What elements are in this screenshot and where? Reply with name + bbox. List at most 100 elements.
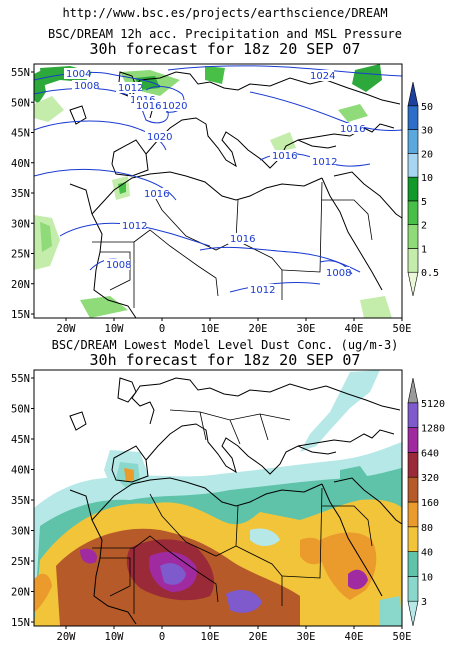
isobar-label: 1020 [162, 101, 187, 112]
colorbar-swatch [407, 248, 419, 273]
colorbar-arrow-swatch [407, 271, 419, 297]
colorbar-level-label: 0.5 [421, 268, 439, 279]
isobar-labels: 1004 1008 1012 1016 1020 1024 1016 1020 … [64, 68, 365, 296]
lat-tick-label: 25N [11, 249, 30, 261]
colorbar-level-label: 10 [421, 173, 433, 184]
lon-tick-label: 30E [297, 631, 316, 643]
lon-tick-label: 10E [201, 631, 220, 643]
lat-tick-label: 45N [11, 128, 30, 140]
isobar-label: 1016 [230, 234, 255, 245]
coastlines-bottom [69, 377, 403, 625]
colorbar-level-label: 5 [421, 197, 427, 208]
isobar-label: 1016 [136, 101, 161, 112]
borders-bottom [92, 409, 373, 614]
lon-axis-bottom: 20W 10W 0 10E 20E 30E 40E 50E [57, 626, 412, 643]
isobar-label: 1004 [66, 69, 91, 80]
lat-tick-label: 40N [11, 465, 30, 477]
colorbar-level-label: 1 [421, 244, 427, 255]
colorbar-level-label: 1280 [421, 424, 445, 435]
isobar-label: 1016 [340, 124, 365, 135]
lat-tick-label: 40N [11, 158, 30, 170]
lon-tick-label: 50E [393, 631, 412, 643]
map-border [33, 63, 403, 319]
lat-tick-label: 30N [11, 526, 30, 538]
colorbar-swatch [407, 129, 419, 154]
isobar-label: 1016 [144, 189, 169, 200]
lat-tick-label: 20N [11, 279, 30, 291]
lon-tick-label: 20W [57, 323, 77, 335]
dust-shading [34, 370, 402, 626]
lat-axis-top: 55N 50N 45N 40N 35N 30N 25N 20N 15N [11, 67, 34, 321]
lat-tick-label: 45N [11, 434, 30, 446]
lat-tick-label: 55N [11, 67, 30, 79]
isobar-label: 1012 [118, 83, 143, 94]
precip-map-frame: 1004 1008 1012 1016 1020 1024 1016 1020 … [33, 63, 403, 319]
isobar-label: 1008 [74, 81, 99, 92]
colorbar-level-label: 5120 [421, 399, 445, 410]
isobar-label: 1012 [122, 221, 147, 232]
lat-tick-label: 15N [11, 617, 30, 629]
lon-tick-label: 10E [201, 323, 220, 335]
isobar-label: 1024 [310, 71, 335, 82]
precip-map-title: BSC/DREAM 12h acc. Precipitation and MSL… [47, 27, 402, 41]
lon-tick-label: 20W [57, 631, 77, 643]
precip-colorbar: 0.5 1 2 5 10 20 30 50 [407, 81, 439, 297]
lat-tick-label: 25N [11, 556, 30, 568]
colorbar-swatch [407, 526, 419, 552]
precip-pressure-map: 1004 1008 1012 1016 1020 1024 1016 1020 … [11, 63, 439, 335]
colorbar-swatch [407, 476, 419, 503]
lon-tick-label: 0 [159, 631, 165, 643]
lat-tick-label: 15N [11, 309, 30, 321]
lon-tick-label: 30E [297, 323, 316, 335]
colorbar-level-label: 50 [421, 102, 433, 113]
lon-tick-label: 20E [249, 323, 268, 335]
colorbar-swatch [407, 576, 419, 602]
lon-tick-label: 0 [159, 323, 165, 335]
lat-tick-label: 35N [11, 495, 30, 507]
colorbar-swatch [407, 402, 419, 428]
lat-axis-bottom: 55N 50N 45N 40N 35N 30N 25N 20N 15N [11, 373, 34, 629]
colorbar-level-label: 80 [421, 523, 433, 534]
precip-shading [34, 64, 392, 318]
colorbar-arrow-swatch [407, 377, 419, 404]
dust-map-forecast-time: 30h forecast for 18z 20 SEP 07 [89, 351, 361, 369]
colorbar-level-label: 3 [421, 597, 427, 608]
colorbar-swatch [407, 105, 419, 130]
colorbar-level-label: 30 [421, 126, 433, 137]
map-border [33, 369, 403, 627]
isobar-label: 1012 [312, 157, 337, 168]
colorbar-swatch [407, 427, 419, 453]
colorbar-arrow-swatch [407, 81, 419, 107]
colorbar-swatch [407, 224, 419, 249]
dust-colorbar: 3 10 40 80 160 320 640 1280 5120 [407, 377, 445, 627]
colorbar-level-label: 160 [421, 498, 439, 509]
lon-tick-label: 10W [105, 323, 125, 335]
lon-tick-label: 40E [345, 323, 364, 335]
colorbar-swatch [407, 452, 419, 478]
precip-map-forecast-time: 30h forecast for 18z 20 SEP 07 [89, 40, 361, 58]
colorbar-level-label: 20 [421, 149, 433, 160]
colorbar-level-label: 640 [421, 448, 439, 459]
dust-map-title: BSC/DREAM Lowest Model Level Dust Conc. … [51, 338, 399, 352]
colorbar-level-label: 40 [421, 548, 433, 559]
isobar-label: 1012 [250, 285, 275, 296]
isobar-label: 1020 [147, 132, 172, 143]
colorbar-swatch [407, 200, 419, 225]
lon-tick-label: 20E [249, 631, 268, 643]
lat-tick-label: 50N [11, 404, 30, 416]
isobar-label: 1008 [326, 268, 351, 279]
colorbar-level-label: 2 [421, 221, 427, 232]
colorbar-level-label: 320 [421, 473, 439, 484]
lon-tick-label: 40E [345, 631, 364, 643]
colorbar-swatch [407, 153, 419, 178]
lat-tick-label: 50N [11, 97, 30, 109]
isobar-label: 1016 [272, 151, 297, 162]
lon-tick-label: 10W [105, 631, 125, 643]
lat-tick-label: 55N [11, 373, 30, 385]
lat-tick-label: 30N [11, 218, 30, 230]
isobar-label: 1008 [106, 260, 131, 271]
lon-axis-top: 20W 10W 0 10E 20E 30E 40E 50E [57, 318, 411, 335]
colorbar-level-label: 10 [421, 572, 433, 583]
colorbar-swatch [407, 176, 419, 202]
